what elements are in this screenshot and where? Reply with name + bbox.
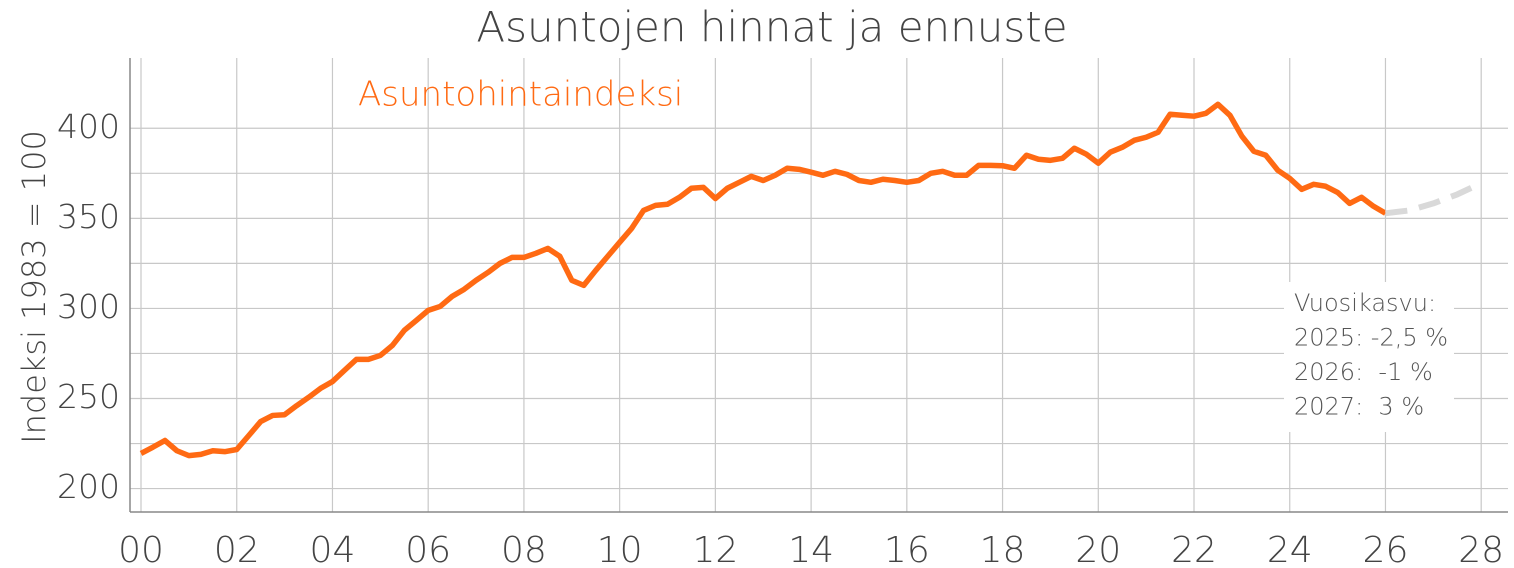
forecast-line [1385,180,1483,217]
x-tick-label: 18 [980,530,1026,568]
x-tick-label: 24 [1267,530,1313,568]
x-tick-label: 06 [405,530,451,568]
data-line [139,101,1387,459]
x-tick-label: 12 [692,530,738,568]
x-tick-label: 20 [1075,530,1121,568]
x-tick-label: 28 [1458,530,1504,568]
x-tick-label: 14 [788,530,834,568]
x-tick-label: 08 [501,530,547,568]
y-tick-label: 200 [57,467,120,506]
x-tick-label: 26 [1363,530,1409,568]
y-tick-label: 400 [57,107,120,146]
y-tick-label: 250 [57,377,120,416]
annotation-text: 2026: -1 % [1294,358,1433,386]
annotation-text: 2027: 3 % [1294,393,1424,421]
y-tick-label: 300 [57,287,120,326]
x-tick-label: 00 [118,530,164,568]
annotation-text: 2025: -2,5 % [1294,324,1448,352]
x-tick-label: 10 [597,530,643,568]
x-tick-label: 22 [1171,530,1217,568]
chart-title: Asuntojen hinnat ja ennuste [476,3,1067,52]
legend-label: Asuntohintaindeksi [358,75,683,115]
x-tick-label: 04 [310,530,356,568]
x-tick-label: 16 [884,530,930,568]
y-tick-label: 350 [57,197,120,236]
y-axis-label: Indeksi 1983 = 100 [15,130,53,444]
x-tick-label: 02 [214,530,260,568]
annotation-text: Vuosikasvu: [1294,289,1436,317]
annotation-box [1284,282,1454,432]
